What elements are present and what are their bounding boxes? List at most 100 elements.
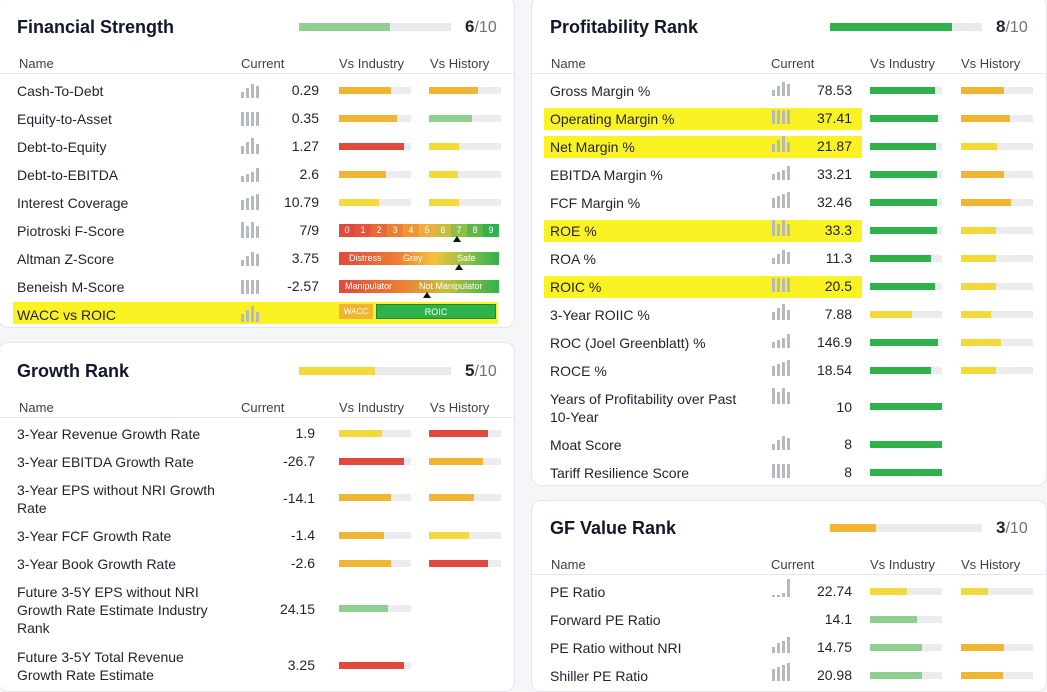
vs-industry-bar: [339, 532, 411, 539]
vs-history-bar: [961, 255, 1033, 262]
row-name: 3-Year Book Growth Rate: [17, 556, 177, 572]
sparkline-icon: [241, 166, 263, 182]
table-row[interactable]: Shiller PE Ratio 20.98: [532, 663, 1046, 691]
row-current-value: 1.9: [295, 425, 315, 441]
vs-industry-bar: [339, 458, 411, 465]
vs-industry-bar: [870, 403, 942, 410]
vs-industry-bar: [339, 115, 411, 122]
score-text: 3/10: [996, 518, 1028, 537]
table-row[interactable]: Cash-To-Debt 0.29: [0, 82, 514, 110]
row-name: ROA %: [550, 251, 596, 267]
vs-industry-bar: [870, 469, 942, 476]
table-row[interactable]: Forward PE Ratio 14.1: [532, 611, 1046, 639]
table-row[interactable]: ROIC % 20.5: [532, 276, 1046, 306]
row-name: PE Ratio without NRI: [550, 640, 682, 656]
table-row[interactable]: PE Ratio 22.74: [532, 579, 1046, 611]
table-row[interactable]: 3-Year EBITDA Growth Rate -26.7: [0, 453, 514, 481]
table-row[interactable]: Moat Score 8: [532, 436, 1046, 464]
row-name: Operating Margin %: [550, 111, 675, 127]
row-name: Beneish M-Score: [17, 279, 125, 295]
row-name: Debt-to-EBITDA: [17, 167, 119, 183]
row-current-value: -1.4: [290, 527, 315, 543]
table-row[interactable]: ROA % 11.3: [532, 250, 1046, 278]
table-row[interactable]: Debt-to-EBITDA 2.6: [0, 166, 514, 194]
table-row[interactable]: 3-Year Book Growth Rate -2.6: [0, 555, 514, 583]
vs-history-bar: [961, 199, 1033, 206]
table-row[interactable]: ROE % 33.3: [532, 220, 1046, 250]
vs-industry-bar: [870, 616, 942, 623]
sparkline-icon: [772, 579, 794, 597]
vs-industry-bar: [339, 494, 411, 501]
table-row[interactable]: 3-Year EPS without NRI Growth Rate -14.1: [0, 481, 514, 525]
table-row[interactable]: Future 3-5Y EPS without NRI Growth Rate …: [0, 583, 514, 645]
row-current-value: 20.98: [816, 667, 852, 683]
row-name: Moat Score: [550, 437, 622, 453]
table-row[interactable]: Operating Margin % 37.41: [532, 108, 1046, 138]
score-bar: [830, 23, 982, 31]
table-row[interactable]: 3-Year ROIIC % 7.88: [532, 304, 1046, 334]
row-current-value: 14.1: [824, 611, 852, 627]
table-row[interactable]: Interest Coverage 10.79: [0, 194, 514, 222]
row-current-value: 33.3: [824, 222, 852, 238]
vs-industry-bar: [339, 199, 411, 206]
row-name: Gross Margin %: [550, 83, 651, 99]
card-title: Financial Strength: [17, 17, 175, 37]
vs-industry-bar: [339, 605, 411, 612]
vs-industry-bar: [870, 171, 942, 178]
vs-history-bar: [961, 367, 1033, 374]
table-row[interactable]: Tariff Resilience Score 8: [532, 464, 1046, 485]
row-current-value: 0.35: [291, 110, 319, 126]
sparkline-icon: [772, 220, 794, 236]
row-name: Years of Profitability over Past 10-Year: [550, 391, 737, 425]
row-current-value: 10: [836, 399, 852, 415]
row-current-value: 33.21: [816, 166, 852, 182]
vs-history-bar: [429, 560, 501, 567]
table-row[interactable]: ROC (Joel Greenblatt) % 146.9: [532, 334, 1046, 362]
table-row[interactable]: Beneish M-Score -2.57 Manipulator Not Manip…: [0, 278, 514, 306]
sparkline-icon: [241, 306, 263, 322]
table-row[interactable]: Net Margin % 21.87: [532, 136, 1046, 166]
row-current-value: 21.87: [816, 138, 852, 154]
row-name: 3-Year ROIIC %: [550, 307, 650, 323]
sparkline-icon: [772, 80, 794, 96]
table-row[interactable]: PE Ratio without NRI 14.75: [532, 637, 1046, 667]
financial-strength-card: Financial Strength 6/10 Name Current Vs …: [0, 0, 515, 328]
sparkline-icon: [241, 138, 263, 154]
table-row[interactable]: Piotroski F-Score 7/9 0 1 2 3 4 5 6 7 8 9: [0, 222, 514, 250]
sparkline-icon: [241, 194, 263, 210]
vs-history-bar: [961, 87, 1033, 94]
table-row[interactable]: Altman Z-Score 3.75 Distress Grey Safe: [0, 250, 514, 278]
sparkline-icon: [241, 250, 263, 266]
vs-industry-bar: [339, 171, 411, 178]
table-row[interactable]: 3-Year Revenue Growth Rate 1.9: [0, 425, 514, 453]
table-row[interactable]: 3-Year FCF Growth Rate -1.4: [0, 527, 514, 555]
table-row[interactable]: Debt-to-Equity 1.27: [0, 138, 514, 166]
row-current-value: 22.74: [816, 583, 852, 599]
vs-industry-bar: [339, 560, 411, 567]
column-header: Name Current Vs Industry Vs History: [532, 557, 1046, 575]
row-name: ROCE %: [550, 363, 607, 379]
table-row[interactable]: Years of Profitability over Past 10-Year…: [532, 388, 1046, 434]
table-row[interactable]: ROCE % 18.54: [532, 360, 1046, 390]
row-name: Debt-to-Equity: [17, 139, 107, 155]
vs-history-bar: [961, 115, 1033, 122]
row-name: EBITDA Margin %: [550, 167, 663, 183]
row-current-value: 8: [844, 436, 852, 452]
table-row[interactable]: Gross Margin % 78.53: [532, 82, 1046, 110]
table-row[interactable]: Equity-to-Asset 0.35: [0, 110, 514, 138]
column-header: Name Current Vs Industry Vs History: [0, 400, 514, 418]
row-name: Piotroski F-Score: [17, 223, 125, 239]
vs-industry-bar: [870, 87, 942, 94]
table-row[interactable]: EBITDA Margin % 33.21: [532, 166, 1046, 194]
table-row[interactable]: Future 3-5Y Total Revenue Growth Rate Es…: [0, 648, 514, 688]
table-row[interactable]: WACC vs ROIC WACC ROIC: [0, 302, 514, 327]
row-name: WACC vs ROIC: [17, 307, 117, 323]
row-current-value: 3.75: [291, 250, 319, 266]
row-name: Equity-to-Asset: [17, 111, 112, 127]
vs-industry-bar: [339, 430, 411, 437]
vs-industry-bar: [870, 143, 942, 150]
marker-icon: [423, 292, 431, 298]
table-row[interactable]: FCF Margin % 32.46: [532, 192, 1046, 222]
vs-history-bar: [961, 311, 1033, 318]
card-title: Profitability Rank: [550, 17, 699, 37]
